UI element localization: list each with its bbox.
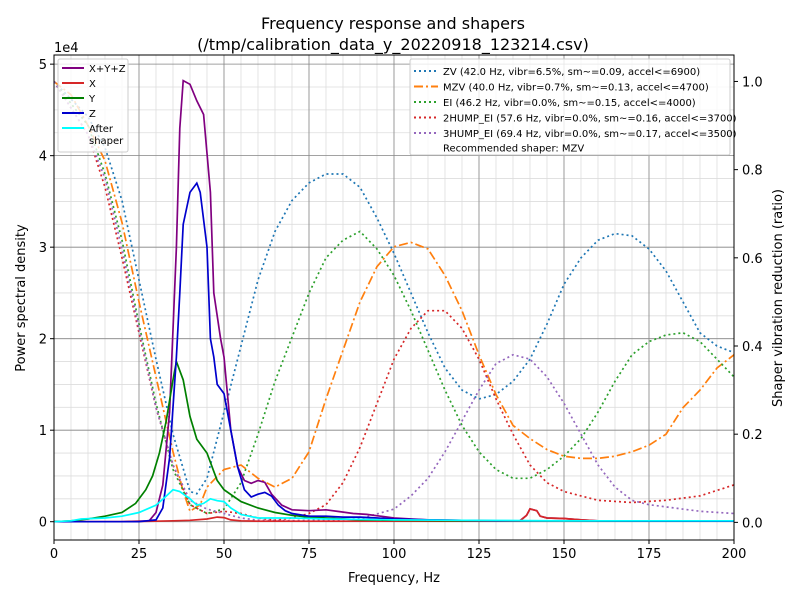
recommended-shaper-label: Recommended shaper: MZV (443, 144, 584, 155)
y-tick-label: 5 (39, 58, 47, 73)
shaper-line-2hump-ei (54, 81, 734, 522)
legend-left-label: shaper (89, 136, 124, 147)
y-right-tick-label: 1.0 (742, 75, 763, 90)
legend-right-label: 2HUMP_EI (57.6 Hz, vibr=0.0%, sm~=0.16, … (443, 114, 737, 125)
y-axis-label: Power spectral density (14, 224, 29, 372)
psd-line-x (54, 507, 734, 523)
legend-right-label: MZV (40.0 Hz, vibr=0.7%, sm~=0.13, accel… (443, 83, 709, 94)
y-tick-label: 1 (39, 424, 47, 439)
grid (53, 55, 735, 540)
legend-right-label: ZV (42.0 Hz, vibr=6.5%, sm~=0.09, accel<… (443, 67, 700, 78)
shaper-line-mzv (54, 80, 734, 513)
y-right-tick-label: 0.6 (742, 252, 763, 267)
x-tick-label: 25 (131, 547, 148, 562)
x-tick-label: 200 (722, 547, 747, 562)
y-offset-label: 1e4 (54, 41, 79, 56)
x-axis-label: Frequency, Hz (348, 571, 440, 586)
chart-subtitle: (/tmp/calibration_data_y_20220918_123214… (197, 35, 589, 55)
y-right-tick-label: 0.8 (742, 164, 763, 179)
legend-right: ZV (42.0 Hz, vibr=6.5%, sm~=0.09, accel<… (409, 58, 737, 156)
y-right-tick-label: 0.0 (742, 516, 763, 531)
legend-left-label: Y (88, 94, 96, 105)
y-axis-right-label: Shaper vibration reduction (ratio) (771, 189, 786, 407)
y-tick-label: 4 (39, 150, 47, 165)
data-layer (54, 79, 734, 523)
y-tick-label: 3 (39, 241, 47, 256)
chart-title: Frequency response and shapers (261, 14, 525, 33)
x-tick-label: 75 (301, 547, 318, 562)
legend-left-label: X+Y+Z (89, 64, 126, 75)
legend-right-label: 3HUMP_EI (69.4 Hz, vibr=0.0%, sm~=0.17, … (443, 129, 737, 140)
psd-line-z (54, 181, 734, 523)
y-tick-label: 2 (39, 333, 47, 348)
psd-line-after-shaper (54, 488, 734, 523)
x-tick-label: 175 (637, 547, 662, 562)
x-tick-label: 150 (552, 547, 577, 562)
x-tick-label: 0 (50, 547, 58, 562)
legend-right-box (409, 58, 731, 156)
y-right-tick-label: 0.4 (742, 340, 763, 355)
legend-right-label: EI (46.2 Hz, vibr=0.0%, sm~=0.15, accel<… (443, 98, 696, 109)
x-tick-label: 100 (382, 547, 407, 562)
x-tick-label: 50 (216, 547, 233, 562)
legend-left-label: Z (89, 109, 96, 120)
legend-left-label: X (89, 79, 96, 90)
shaper-line-3hump-ei (54, 81, 734, 522)
y-tick-label: 0 (39, 516, 47, 531)
legend-left-label: After (89, 124, 114, 135)
axes: 0 25 50 75 100 125 150 175 200 0 1 2 3 4 5 0.0 0.2 0.4 0.6… (39, 58, 763, 562)
y-right-tick-label: 0.2 (742, 428, 763, 443)
x-tick-label: 125 (467, 547, 492, 562)
